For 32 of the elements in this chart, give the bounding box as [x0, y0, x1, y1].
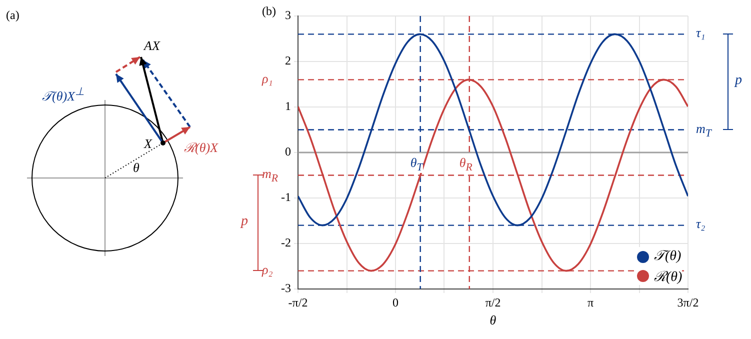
- ref-line-label: θ$_{R}$: [459, 154, 472, 174]
- ref-line-label: m$_{T}$: [696, 120, 712, 140]
- y-tick-label: 1: [284, 99, 291, 114]
- text: AX: [144, 38, 160, 54]
- text: X: [144, 136, 152, 152]
- x-tick-label: π/2: [485, 295, 501, 310]
- x-tick-label: -π/2: [288, 295, 308, 310]
- chart-title: (b): [262, 4, 276, 18]
- ref-line-label: ρ₁: [262, 70, 273, 87]
- ref-line-label: τ₂: [696, 216, 706, 232]
- ref-line-label: τ₁: [696, 25, 706, 42]
- ref-line-label: θ$_{T}$: [410, 154, 423, 174]
- x-tick-label: 3π/2: [677, 295, 699, 310]
- y-tick-label: 2: [284, 54, 291, 68]
- x-tick-label: π: [588, 295, 594, 310]
- text: θ: [133, 160, 140, 176]
- y-tick-label: -1: [280, 190, 291, 204]
- legend-label: ℛ(θ): [654, 268, 682, 286]
- y-tick-label: -3: [280, 281, 291, 296]
- text: ℛ(θ)X: [184, 139, 218, 156]
- text: (a): [6, 8, 20, 23]
- text: 𝒯(θ)X$^{⊥}$: [42, 85, 84, 104]
- text: p: [735, 72, 742, 89]
- ref-line-label: m$_{R}$: [262, 166, 278, 185]
- y-tick-label: 0: [284, 144, 291, 159]
- y-tick-label: 3: [284, 8, 291, 22]
- legend-label: 𝒯(θ): [654, 248, 682, 264]
- x-tick-label: 0: [392, 295, 399, 310]
- text: p: [240, 214, 248, 230]
- y-tick-label: -2: [280, 236, 291, 250]
- x-axis-title: θ: [490, 312, 497, 328]
- ref-line-label: ρ₂: [262, 262, 273, 278]
